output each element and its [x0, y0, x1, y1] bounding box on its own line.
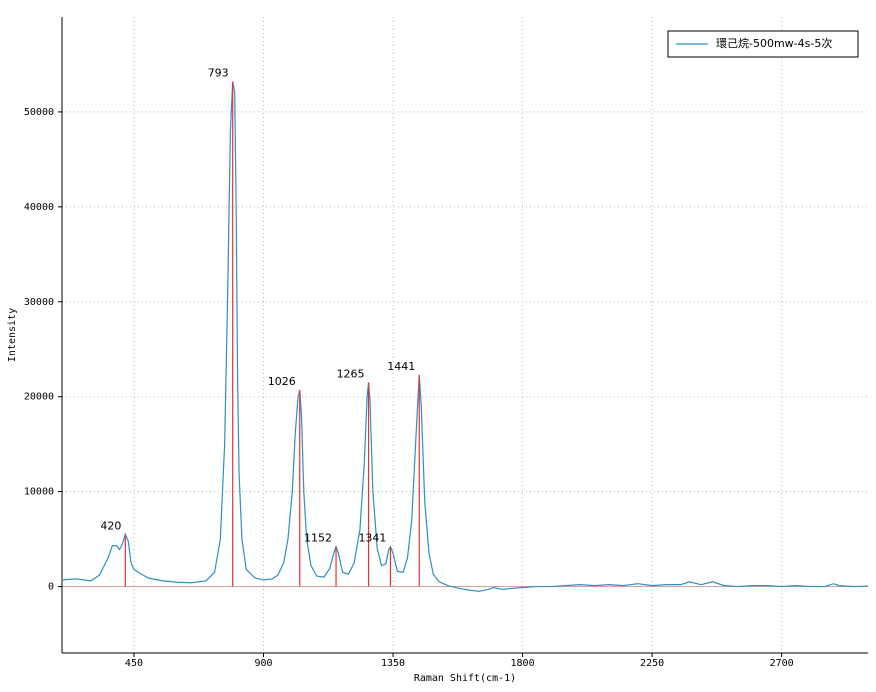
legend-label: 環己烷-500mw-4s-5次 [716, 36, 832, 50]
x-tick-label: 2700 [770, 658, 794, 669]
y-tick-label: 10000 [24, 487, 54, 498]
y-tick-label: 20000 [24, 392, 54, 403]
peak-label: 1441 [387, 360, 415, 373]
peak-label: 793 [208, 67, 229, 80]
y-tick-label: 40000 [24, 202, 54, 213]
spectrum-line [61, 81, 869, 592]
x-tick-label: 900 [254, 658, 272, 669]
peak-label: 1341 [358, 532, 386, 545]
peak-label: 1026 [268, 375, 296, 388]
y-tick-label: 0 [48, 582, 54, 593]
x-axis-label: Raman Shift(cm-1) [414, 673, 516, 684]
peak-label: 420 [100, 519, 121, 532]
x-tick-label: 450 [125, 658, 143, 669]
y-tick-label: 50000 [24, 107, 54, 118]
x-tick-label: 2250 [640, 658, 664, 669]
x-tick-label: 1800 [511, 658, 535, 669]
peak-label: 1152 [304, 532, 332, 545]
x-tick-label: 1350 [381, 658, 405, 669]
peak-label: 1265 [337, 367, 365, 380]
y-axis-label: Intensity [7, 308, 18, 362]
y-tick-label: 30000 [24, 297, 54, 308]
